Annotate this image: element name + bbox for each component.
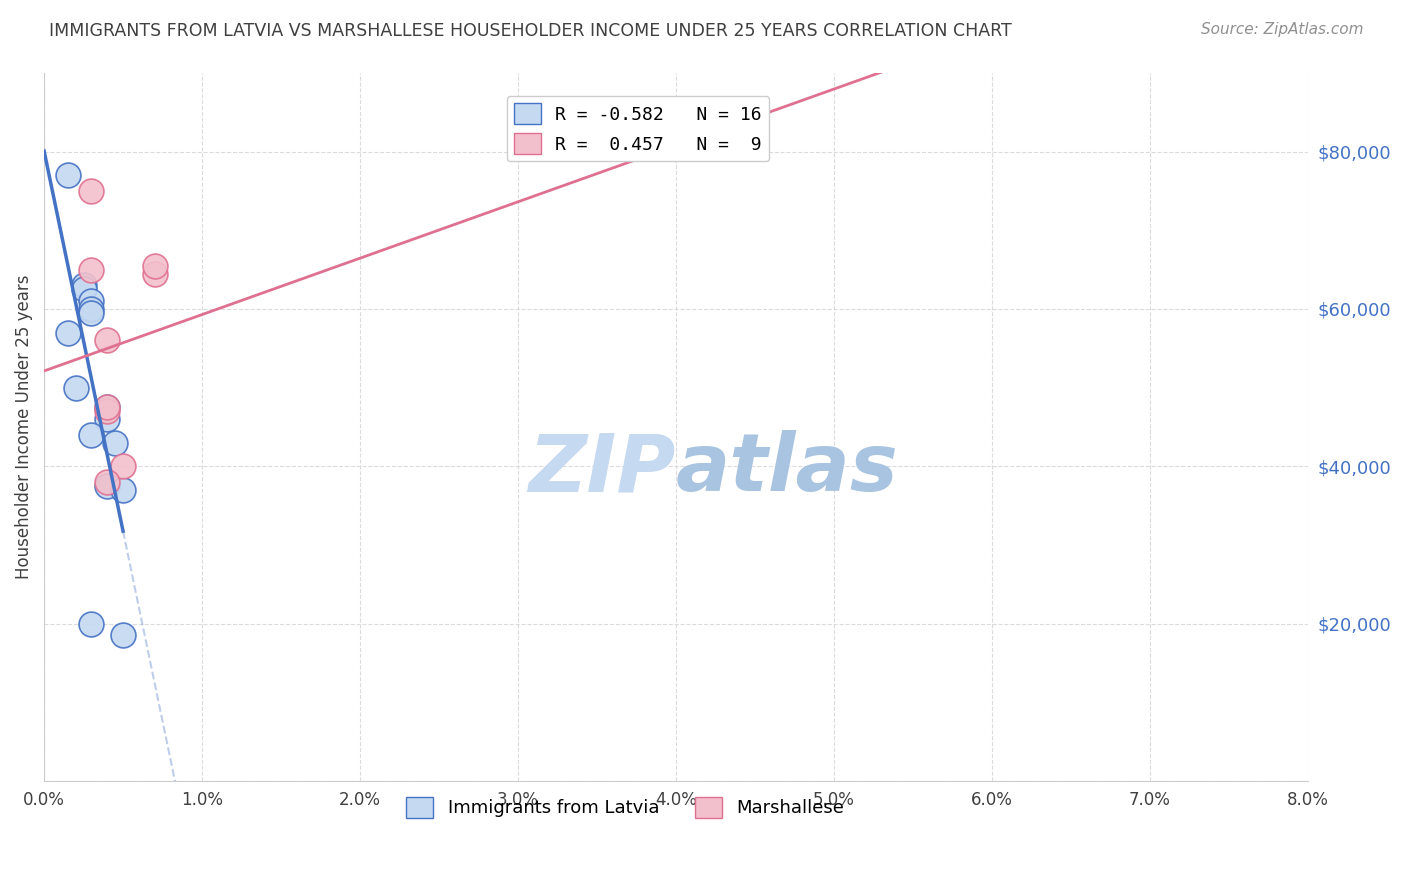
- Point: [143, 267, 166, 281]
- Text: Source: ZipAtlas.com: Source: ZipAtlas.com: [1201, 22, 1364, 37]
- Text: IMMIGRANTS FROM LATVIA VS MARSHALLESE HOUSEHOLDER INCOME UNDER 25 YEARS CORRELAT: IMMIGRANTS FROM LATVIA VS MARSHALLESE HO…: [49, 22, 1012, 40]
- Point: [96, 479, 118, 493]
- Point: [80, 428, 103, 442]
- Point: [112, 459, 135, 474]
- Point: [56, 168, 79, 182]
- Point: [112, 483, 135, 497]
- Text: atlas: atlas: [676, 431, 898, 508]
- Point: [80, 301, 103, 316]
- Point: [80, 262, 103, 277]
- Point: [80, 294, 103, 309]
- Point: [96, 401, 118, 415]
- Point: [72, 278, 94, 293]
- Text: ZIP: ZIP: [529, 431, 676, 508]
- Point: [72, 282, 94, 296]
- Point: [80, 616, 103, 631]
- Legend: Immigrants from Latvia, Marshallese: Immigrants from Latvia, Marshallese: [399, 789, 852, 825]
- Point: [96, 404, 118, 418]
- Point: [65, 381, 87, 395]
- Point: [96, 412, 118, 426]
- Point: [56, 326, 79, 340]
- Point: [80, 184, 103, 198]
- Point: [80, 306, 103, 320]
- Point: [112, 628, 135, 642]
- Point: [104, 435, 127, 450]
- Point: [143, 259, 166, 273]
- Point: [96, 401, 118, 415]
- Point: [96, 334, 118, 348]
- Point: [96, 475, 118, 489]
- Y-axis label: Householder Income Under 25 years: Householder Income Under 25 years: [15, 275, 32, 579]
